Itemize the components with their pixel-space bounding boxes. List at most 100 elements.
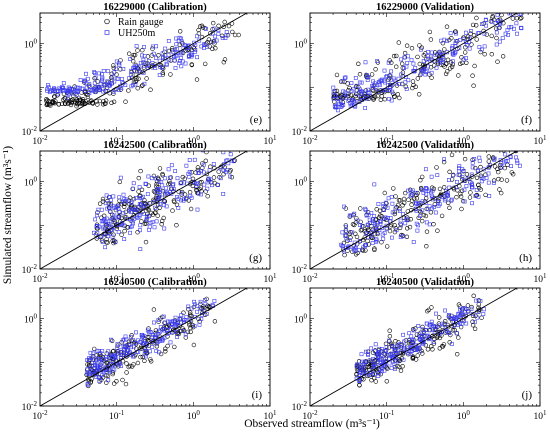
uh250m-point — [370, 241, 375, 245]
x-tick-label: 100 — [457, 272, 471, 285]
rain-gauge-point — [181, 310, 186, 315]
rain-gauge-point — [435, 228, 440, 233]
uh250m-point — [91, 89, 96, 93]
uh250m-point — [509, 164, 514, 169]
uh250m-point — [424, 220, 429, 225]
x-tick-label: 101 — [534, 409, 548, 422]
rain-gauge-point — [494, 26, 499, 31]
rain-gauge-point — [187, 190, 193, 195]
rain-gauge-point — [429, 75, 434, 80]
rain-gauge-point — [417, 208, 423, 214]
rain-gauge-point — [394, 53, 399, 59]
uh250m-point — [87, 372, 92, 377]
uh250m-point — [453, 49, 458, 54]
uh250m-point — [340, 244, 345, 248]
uh250m-point — [462, 319, 466, 323]
rain-gauge-point — [428, 210, 434, 215]
rain-gauge-point — [194, 77, 200, 82]
rain-gauge-point — [89, 376, 95, 382]
uh250m-point — [87, 84, 92, 89]
rain-gauge-point — [369, 72, 375, 77]
uh250m-point — [131, 221, 136, 226]
rain-gauge-point — [141, 65, 147, 70]
uh250m-point — [391, 359, 396, 364]
rain-gauge-point — [356, 61, 361, 66]
panel-title: 16240500 (Calibration) — [103, 277, 207, 288]
rain-gauge-point — [421, 329, 427, 334]
uh250m-point — [110, 366, 115, 371]
uh250m-point — [75, 92, 79, 97]
uh250m-point — [169, 324, 174, 329]
uh250m-point — [434, 65, 439, 70]
uh250m-point — [357, 375, 362, 380]
uh250m-point — [423, 200, 428, 205]
rain-gauge-point — [424, 196, 429, 201]
uh250m-point — [387, 88, 392, 93]
uh250m-point — [439, 38, 444, 43]
uh250m-point — [88, 88, 93, 93]
rain-gauge-point — [151, 307, 157, 312]
uh250m-point — [108, 209, 113, 214]
uh250m-point — [93, 90, 98, 94]
rain-gauge-point — [432, 336, 437, 342]
uh250m-point — [426, 56, 431, 61]
uh250m-point — [228, 152, 233, 157]
uh250m-point — [112, 353, 117, 358]
uh250m-point — [383, 75, 388, 80]
uh250m-point — [481, 312, 486, 317]
uh250m-point — [370, 218, 375, 223]
uh250m-point — [172, 187, 176, 192]
rain-gauge-point — [387, 334, 393, 339]
data-points — [84, 296, 218, 389]
rain-gauge-point — [489, 33, 494, 39]
uh250m-point — [162, 203, 166, 208]
y-tick-label: 10-2 — [22, 125, 38, 138]
uh250m-point — [171, 319, 176, 323]
uh250m-point — [165, 62, 169, 67]
uh250m-point — [112, 213, 117, 218]
rain-gauge-point — [441, 342, 447, 347]
axes-frame — [39, 150, 271, 270]
uh250m-point — [464, 56, 468, 61]
uh250m-point — [389, 69, 394, 74]
uh250m-point — [122, 348, 127, 352]
uh250m-point — [84, 71, 88, 76]
rain-gauge-point — [518, 16, 523, 21]
rain-gauge-point — [486, 154, 491, 159]
rain-gauge-point — [400, 350, 406, 355]
rain-gauge-point — [111, 99, 117, 105]
rain-gauge-point — [397, 225, 403, 231]
uh250m-point — [197, 306, 202, 311]
uh250m-point — [498, 145, 501, 148]
rain-gauge-point — [114, 379, 119, 384]
rain-gauge-point — [372, 247, 377, 253]
uh250m-point — [184, 315, 189, 319]
uh250m-point — [354, 91, 359, 96]
rain-gauge-point — [410, 79, 416, 84]
rain-gauge-point — [387, 58, 392, 63]
uh250m-point — [389, 98, 394, 103]
uh250m-point — [132, 216, 137, 221]
uh250m-point — [189, 195, 194, 200]
uh250m-point — [193, 48, 198, 52]
uh250m-point — [470, 160, 475, 165]
uh250m-point — [118, 175, 123, 180]
uh250m-point — [399, 57, 404, 62]
rain-gauge-point — [180, 174, 186, 180]
uh250m-point — [46, 83, 50, 88]
rain-gauge-point — [495, 166, 500, 172]
uh250m-point — [486, 180, 491, 185]
rain-gauge-point — [415, 54, 420, 60]
rain-gauge-point — [500, 54, 506, 59]
rain-gauge-point — [354, 216, 359, 221]
rain-gauge-point — [403, 84, 408, 89]
uh250m-point — [372, 182, 377, 187]
rain-gauge-point — [131, 196, 137, 202]
uh250m-point — [414, 190, 419, 195]
panel-title: 16242500 (Calibration) — [103, 140, 207, 151]
uh250m-point — [211, 39, 216, 44]
uh250m-point — [110, 74, 115, 79]
legend-label: UH250m — [118, 28, 155, 39]
rain-gauge-point — [389, 341, 394, 346]
uh250m-point — [410, 188, 415, 193]
